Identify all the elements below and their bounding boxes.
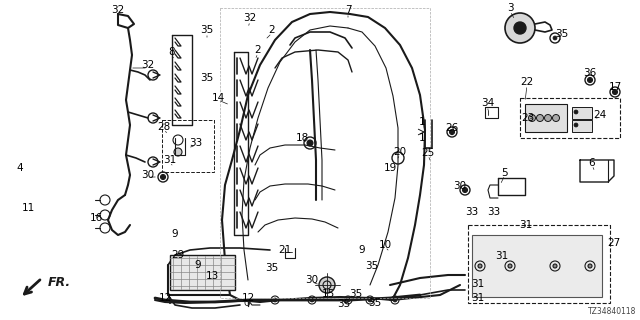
- Text: FR.: FR.: [48, 276, 71, 290]
- Text: 33: 33: [488, 207, 500, 217]
- Text: 25: 25: [421, 148, 435, 158]
- Circle shape: [514, 22, 526, 34]
- Text: 12: 12: [158, 293, 172, 303]
- Text: TZ34840118: TZ34840118: [588, 307, 636, 316]
- Text: 35: 35: [266, 263, 278, 273]
- Text: 35: 35: [369, 298, 381, 308]
- Text: 4: 4: [17, 163, 23, 173]
- Text: 16: 16: [90, 213, 102, 223]
- Text: 35: 35: [337, 299, 351, 309]
- Circle shape: [310, 298, 314, 302]
- Text: O: O: [244, 299, 250, 308]
- Bar: [572, 120, 592, 132]
- Text: 29: 29: [172, 250, 184, 260]
- Circle shape: [552, 115, 559, 122]
- Bar: [162, 120, 214, 172]
- Text: 31: 31: [163, 155, 177, 165]
- Bar: [468, 225, 610, 303]
- Circle shape: [545, 115, 552, 122]
- Circle shape: [393, 298, 397, 302]
- Text: 32: 32: [111, 5, 125, 15]
- Text: 10: 10: [378, 240, 392, 250]
- Text: 18: 18: [296, 133, 308, 143]
- Text: 32: 32: [141, 60, 155, 70]
- Circle shape: [553, 36, 557, 40]
- Text: 21: 21: [278, 245, 292, 255]
- Text: 31: 31: [472, 279, 484, 289]
- Text: 35: 35: [200, 73, 214, 83]
- Text: 31: 31: [495, 251, 509, 261]
- Text: 6: 6: [589, 158, 595, 168]
- Text: 9: 9: [358, 245, 365, 255]
- Text: 14: 14: [211, 93, 225, 103]
- Text: 36: 36: [584, 68, 596, 78]
- Text: 2: 2: [269, 25, 275, 35]
- Circle shape: [588, 264, 592, 268]
- Text: 1: 1: [419, 133, 426, 143]
- Circle shape: [508, 264, 512, 268]
- Bar: [520, 98, 620, 138]
- Text: 30: 30: [305, 275, 319, 285]
- Text: 22: 22: [520, 77, 534, 87]
- Text: 24: 24: [593, 110, 607, 120]
- Text: 15: 15: [321, 289, 335, 299]
- Circle shape: [588, 77, 593, 83]
- Text: 35: 35: [365, 261, 379, 271]
- Circle shape: [536, 115, 543, 122]
- Text: 32: 32: [243, 13, 257, 23]
- Bar: [525, 104, 567, 132]
- Bar: [572, 107, 592, 119]
- Circle shape: [346, 298, 350, 302]
- Text: 28: 28: [157, 122, 171, 132]
- Text: 9: 9: [195, 260, 202, 270]
- Text: 26: 26: [445, 123, 459, 133]
- Text: 23: 23: [522, 113, 534, 123]
- Circle shape: [463, 188, 467, 193]
- Text: 7: 7: [345, 5, 351, 15]
- Text: 35: 35: [200, 25, 214, 35]
- Bar: [170, 255, 235, 290]
- Text: 34: 34: [481, 98, 495, 108]
- Text: 3: 3: [507, 3, 513, 13]
- Text: 12: 12: [241, 293, 255, 303]
- Text: 19: 19: [383, 163, 397, 173]
- Text: 33: 33: [189, 138, 203, 148]
- Circle shape: [478, 264, 482, 268]
- Bar: [472, 235, 602, 297]
- Text: 31: 31: [472, 293, 484, 303]
- Text: 33: 33: [465, 207, 479, 217]
- Text: 35: 35: [556, 29, 568, 39]
- Circle shape: [612, 90, 618, 94]
- Circle shape: [368, 298, 372, 302]
- Circle shape: [174, 148, 182, 156]
- Circle shape: [319, 277, 335, 293]
- Text: 1: 1: [419, 117, 426, 127]
- Text: 35: 35: [349, 289, 363, 299]
- Text: 2: 2: [255, 45, 261, 55]
- Text: 17: 17: [609, 82, 621, 92]
- Text: 20: 20: [394, 147, 406, 157]
- Circle shape: [161, 174, 166, 180]
- Circle shape: [505, 13, 535, 43]
- Circle shape: [529, 115, 536, 122]
- Text: 5: 5: [502, 168, 508, 178]
- Circle shape: [449, 130, 454, 134]
- Text: 27: 27: [607, 238, 621, 248]
- Circle shape: [574, 123, 578, 127]
- Circle shape: [553, 264, 557, 268]
- Circle shape: [574, 110, 578, 114]
- Text: 9: 9: [172, 229, 179, 239]
- Text: 31: 31: [520, 220, 532, 230]
- Text: 8: 8: [169, 47, 175, 57]
- Circle shape: [307, 140, 313, 146]
- Text: 11: 11: [21, 203, 35, 213]
- Circle shape: [273, 298, 277, 302]
- Text: 30: 30: [453, 181, 467, 191]
- Text: 30: 30: [141, 170, 155, 180]
- Text: 13: 13: [205, 271, 219, 281]
